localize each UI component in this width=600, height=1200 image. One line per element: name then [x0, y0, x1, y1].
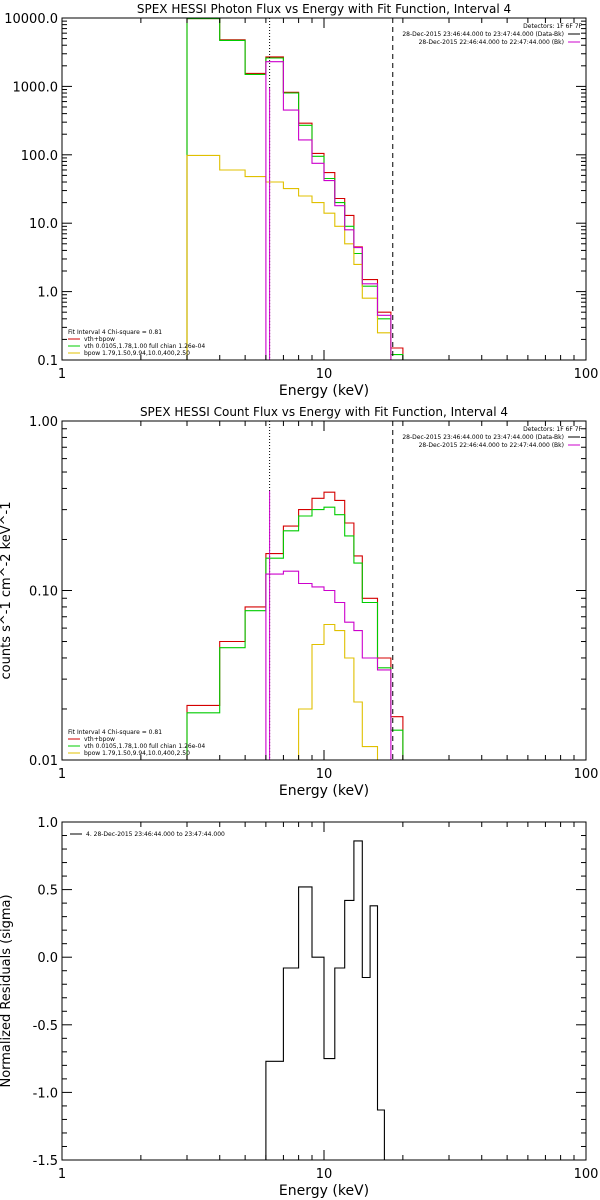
y-tick-label: 0.10 — [29, 585, 58, 600]
y-tick-label: 10.0 — [29, 217, 58, 232]
chart-title: SPEX HESSI Count Flux vs Energy with Fit… — [140, 405, 508, 419]
x-tick-label: 1 — [58, 367, 66, 382]
interval-time-data: 28-Dec-2015 23:46:44.000 to 23:47:44.000… — [402, 31, 564, 38]
y-tick-label: 0.5 — [37, 884, 58, 899]
series-line-4 — [265, 61, 392, 360]
y-tick-label: -1.5 — [33, 1154, 58, 1169]
y-tick-label: 10000.0 — [4, 12, 58, 27]
series-line-4 — [265, 570, 392, 760]
series-line-1 — [186, 491, 404, 760]
x-axis-label: Energy (keV) — [279, 783, 369, 799]
series-group — [186, 18, 404, 360]
chart-panel-2: SPEX HESSI Count Flux vs Energy with Fit… — [0, 405, 598, 799]
legend-entry: 4. 28-Dec-2015 23:46:44.000 to 23:47:44.… — [86, 831, 225, 838]
y-tick-label: 1000.0 — [13, 80, 59, 95]
legend-header: Fit Interval 4 Chi-square = 0.81 — [68, 329, 162, 336]
series-group — [186, 491, 404, 760]
x-tick-label: 100 — [574, 767, 599, 782]
y-axis-label: Normalized Residuals (sigma) — [0, 894, 14, 1087]
chart-panel-3: 1 10 100 Energy (keV) -1.5 -1.0 -0.5 0.0 0.5 1.0 N… — [0, 816, 598, 1199]
x-tick-label: 1 — [58, 767, 66, 782]
chart-title: SPEX HESSI Photon Flux vs Energy with Fi… — [137, 2, 511, 16]
y-tick-label: 1.00 — [29, 415, 58, 430]
interval-time-bk: 28-Dec-2015 22:46:44.000 to 22:47:44.000… — [419, 442, 564, 449]
y-tick-label: 1.0 — [37, 286, 58, 301]
y-tick-label: 0.0 — [37, 951, 58, 966]
x-tick-label: 10 — [316, 767, 333, 782]
interval-time-bk: 28-Dec-2015 22:46:44.000 to 22:47:44.000… — [419, 39, 564, 46]
plot-frame — [61, 17, 587, 361]
series-line-1 — [265, 840, 391, 1160]
x-tick-label: 10 — [316, 367, 333, 382]
legend-entry: vth 0.0105,1.78,1.00 full chian 1.26e-04 — [84, 343, 205, 350]
legend-entry: vth+bpow — [84, 336, 115, 343]
x-tick-label: 100 — [574, 1167, 599, 1182]
y-tick-label: 1.0 — [37, 816, 58, 831]
y-tick-label: 0.01 — [29, 754, 58, 769]
series-line-1 — [186, 18, 404, 360]
chart-panel-1: SPEX HESSI Photon Flux vs Energy with Fi… — [4, 2, 598, 399]
y-tick-label: -0.5 — [33, 1019, 58, 1034]
y-tick-label: 0.1 — [37, 354, 58, 369]
x-axis-label: Energy (keV) — [279, 1183, 369, 1199]
x-tick-label: 1 — [58, 1167, 66, 1182]
series-line-2 — [186, 506, 404, 760]
y-tick-label: -1.0 — [33, 1086, 58, 1101]
x-tick-label: 100 — [574, 367, 599, 382]
y-axis-label: counts s^-1 cm^-2 keV^-1 — [0, 502, 14, 680]
series-line-3 — [186, 154, 403, 360]
legend-entry: bpow 1.79,1.50,9.94,10.0,400,2.50 — [84, 750, 190, 757]
interval-time-data: 28-Dec-2015 23:46:44.000 to 23:47:44.000… — [402, 434, 564, 441]
series-line-3 — [283, 623, 379, 760]
legend-header: Fit Interval 4 Chi-square = 0.81 — [68, 729, 162, 736]
series-line-2 — [186, 18, 404, 360]
x-tick-label: 10 — [316, 1167, 333, 1182]
y-tick-label: 100.0 — [21, 149, 58, 164]
legend-entry: vth 0.0105,1.78,1.00 full chian 1.26e-04 — [84, 743, 205, 750]
legend-entry: bpow 1.79,1.50,9.94,10.0,400,2.50 — [84, 350, 190, 357]
detectors-note: Detectors: 1F 6F 7F — [523, 23, 582, 30]
detectors-note: Detectors: 1F 6F 7F — [523, 426, 582, 433]
x-axis-label: Energy (keV) — [279, 383, 369, 399]
series-group — [265, 840, 391, 1160]
legend-entry: vth+bpow — [84, 736, 115, 743]
